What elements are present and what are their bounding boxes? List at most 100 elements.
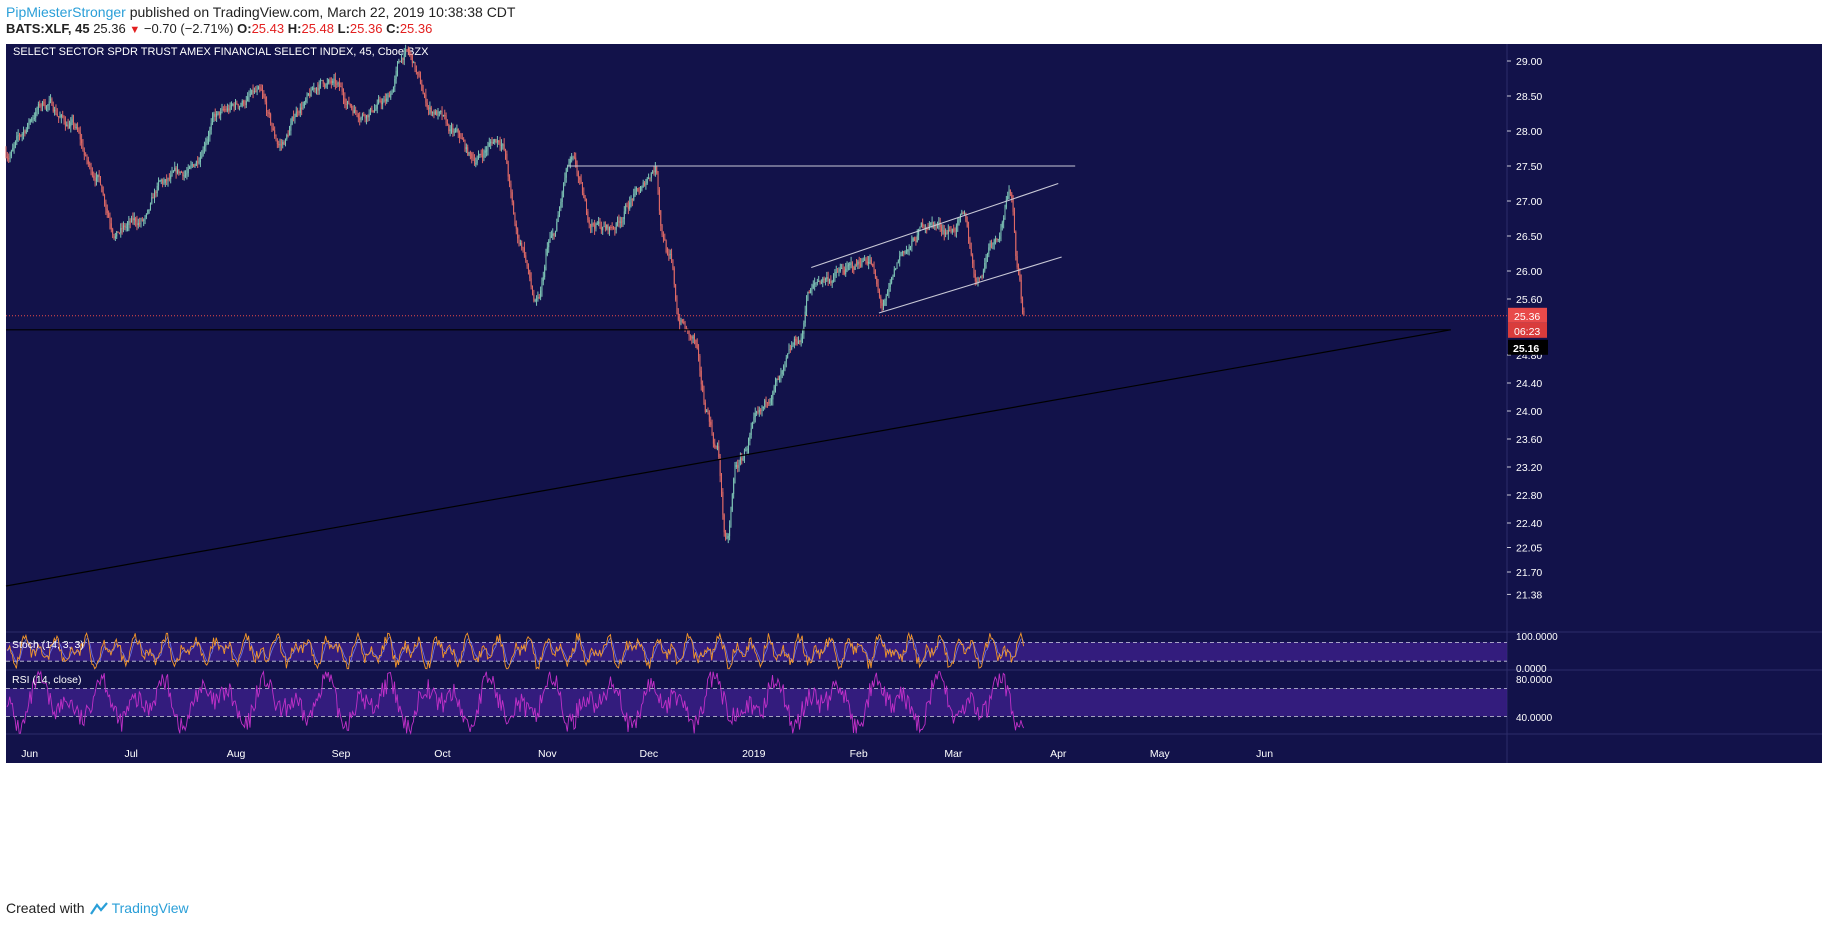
candle-body xyxy=(672,260,674,269)
candle-body xyxy=(785,357,787,362)
high-value: 25.48 xyxy=(301,21,335,36)
candle-body xyxy=(436,111,438,116)
candle-body xyxy=(626,205,628,207)
close-value: 25.36 xyxy=(399,21,433,36)
candle-body xyxy=(384,99,386,102)
candle-body xyxy=(268,112,270,115)
candle-body xyxy=(131,218,133,223)
candle-body xyxy=(613,228,614,230)
candle-body xyxy=(253,90,255,93)
candle-body xyxy=(563,185,565,192)
candle-body xyxy=(548,241,550,248)
candle-body xyxy=(739,458,741,463)
candle-body xyxy=(372,110,374,112)
candle-body xyxy=(473,159,475,164)
candle-body xyxy=(303,101,305,107)
candle-body xyxy=(611,227,613,229)
created-with-text: Created with xyxy=(6,900,85,916)
candle-body xyxy=(550,235,552,238)
candle-body xyxy=(6,156,8,159)
candle-body xyxy=(179,172,181,174)
candle-body xyxy=(148,209,150,211)
candle-body xyxy=(945,232,947,235)
candle-body xyxy=(939,222,941,227)
candle-body xyxy=(332,81,334,83)
candle-body xyxy=(637,188,639,192)
candle-body xyxy=(502,144,504,146)
chart-title: SELECT SECTOR SPDR TRUST AMEX FINANCIAL … xyxy=(13,46,429,58)
candle-body xyxy=(209,129,211,137)
candle-body xyxy=(673,268,675,285)
candle-body xyxy=(523,247,525,256)
candle-body xyxy=(295,111,297,117)
candle-body xyxy=(461,138,463,140)
candle-body xyxy=(380,100,382,105)
candle-body xyxy=(1022,298,1024,313)
candle-body xyxy=(870,259,872,265)
candle-body xyxy=(37,104,39,110)
candle-body xyxy=(399,61,401,63)
candle-body xyxy=(829,281,830,283)
candle-body xyxy=(980,276,982,278)
candle-body xyxy=(642,182,644,187)
candle-body xyxy=(723,514,725,533)
candle-body xyxy=(371,108,373,111)
candle-body xyxy=(1008,189,1010,197)
candle-body xyxy=(750,428,752,436)
candle-body xyxy=(259,87,261,89)
candle-body xyxy=(588,219,590,224)
candle-body xyxy=(314,87,316,90)
candle-body xyxy=(333,78,335,82)
candle-body xyxy=(230,104,232,106)
candle-body xyxy=(675,284,677,300)
candle-body xyxy=(58,116,60,118)
candle-body xyxy=(278,144,280,146)
x-tick-label: Nov xyxy=(538,748,557,760)
candle-body xyxy=(559,207,560,216)
trading-chart[interactable]: SELECT SECTOR SPDR TRUST AMEX FINANCIAL … xyxy=(0,44,1828,892)
candle-body xyxy=(101,185,103,193)
candle-body xyxy=(164,179,166,183)
candle-body xyxy=(575,157,577,165)
candle-body xyxy=(779,376,781,381)
candle-body xyxy=(175,167,177,173)
candle-body xyxy=(883,305,884,307)
candle-body xyxy=(287,134,289,136)
candle-body xyxy=(194,165,196,167)
candle-body xyxy=(955,225,957,232)
candle-body xyxy=(183,175,185,177)
candle-body xyxy=(669,253,671,255)
candle-body xyxy=(159,180,161,182)
candle-body xyxy=(731,493,733,511)
candle-body xyxy=(432,112,434,114)
candle-body xyxy=(210,123,212,130)
candle-body xyxy=(946,232,948,234)
candle-body xyxy=(67,124,69,129)
candle-body xyxy=(205,143,207,147)
candle-body xyxy=(741,458,743,461)
candle-body xyxy=(764,400,766,407)
candle-body xyxy=(965,212,967,221)
author-link[interactable]: PipMiesterStronger xyxy=(6,4,126,20)
candle-body xyxy=(694,336,695,340)
x-tick-label: Oct xyxy=(434,748,450,760)
tradingview-brand[interactable]: TradingView xyxy=(111,900,189,916)
candle-body xyxy=(758,409,760,413)
candle-body xyxy=(27,123,29,130)
y-tick-label: 25.60 xyxy=(1516,294,1542,306)
candle-body xyxy=(158,181,160,186)
candle-body xyxy=(1005,199,1007,208)
candle-body xyxy=(102,192,104,195)
candle-body xyxy=(505,149,506,154)
candle-body xyxy=(726,537,728,539)
candle-body xyxy=(604,226,606,229)
candle-body xyxy=(668,254,670,256)
candle-body xyxy=(826,277,828,280)
candle-body xyxy=(546,247,548,256)
candle-body xyxy=(260,88,262,91)
candle-body xyxy=(627,206,629,209)
candle-body xyxy=(12,147,14,152)
candle-body xyxy=(521,242,523,248)
candle-body xyxy=(79,132,81,140)
candle-body xyxy=(683,321,685,324)
